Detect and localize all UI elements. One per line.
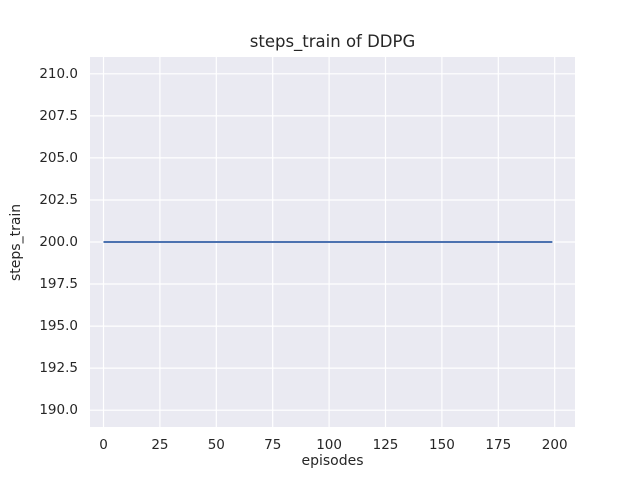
y-tick-label: 205.0 bbox=[39, 149, 78, 166]
x-tick-label: 200 bbox=[541, 437, 568, 453]
y-tick-label: 197.5 bbox=[39, 276, 78, 293]
x-tick-label: 0 bbox=[99, 437, 108, 453]
y-tick-label: 202.5 bbox=[39, 191, 78, 208]
y-tick-label: 190.0 bbox=[39, 402, 78, 419]
plot-area bbox=[90, 57, 575, 427]
y-tick-label: 207.5 bbox=[39, 107, 78, 124]
x-tick-label: 125 bbox=[372, 437, 399, 453]
x-axis-label: episodes bbox=[301, 453, 364, 469]
x-tick-label: 50 bbox=[207, 437, 225, 453]
chart-title: steps_train of DDPG bbox=[249, 32, 416, 51]
y-tick-label: 210.0 bbox=[39, 65, 78, 82]
plot-svg bbox=[90, 57, 575, 427]
x-tick-label: 100 bbox=[316, 437, 342, 453]
y-tick-label: 192.5 bbox=[39, 360, 78, 377]
x-tick-label: 75 bbox=[264, 437, 282, 453]
y-tick-label: 200.0 bbox=[39, 234, 78, 250]
y-tick-label: 195.0 bbox=[39, 318, 78, 335]
x-tick-label: 150 bbox=[429, 437, 455, 453]
x-tick-label: 175 bbox=[485, 437, 512, 453]
x-tick-label: 25 bbox=[151, 437, 169, 453]
